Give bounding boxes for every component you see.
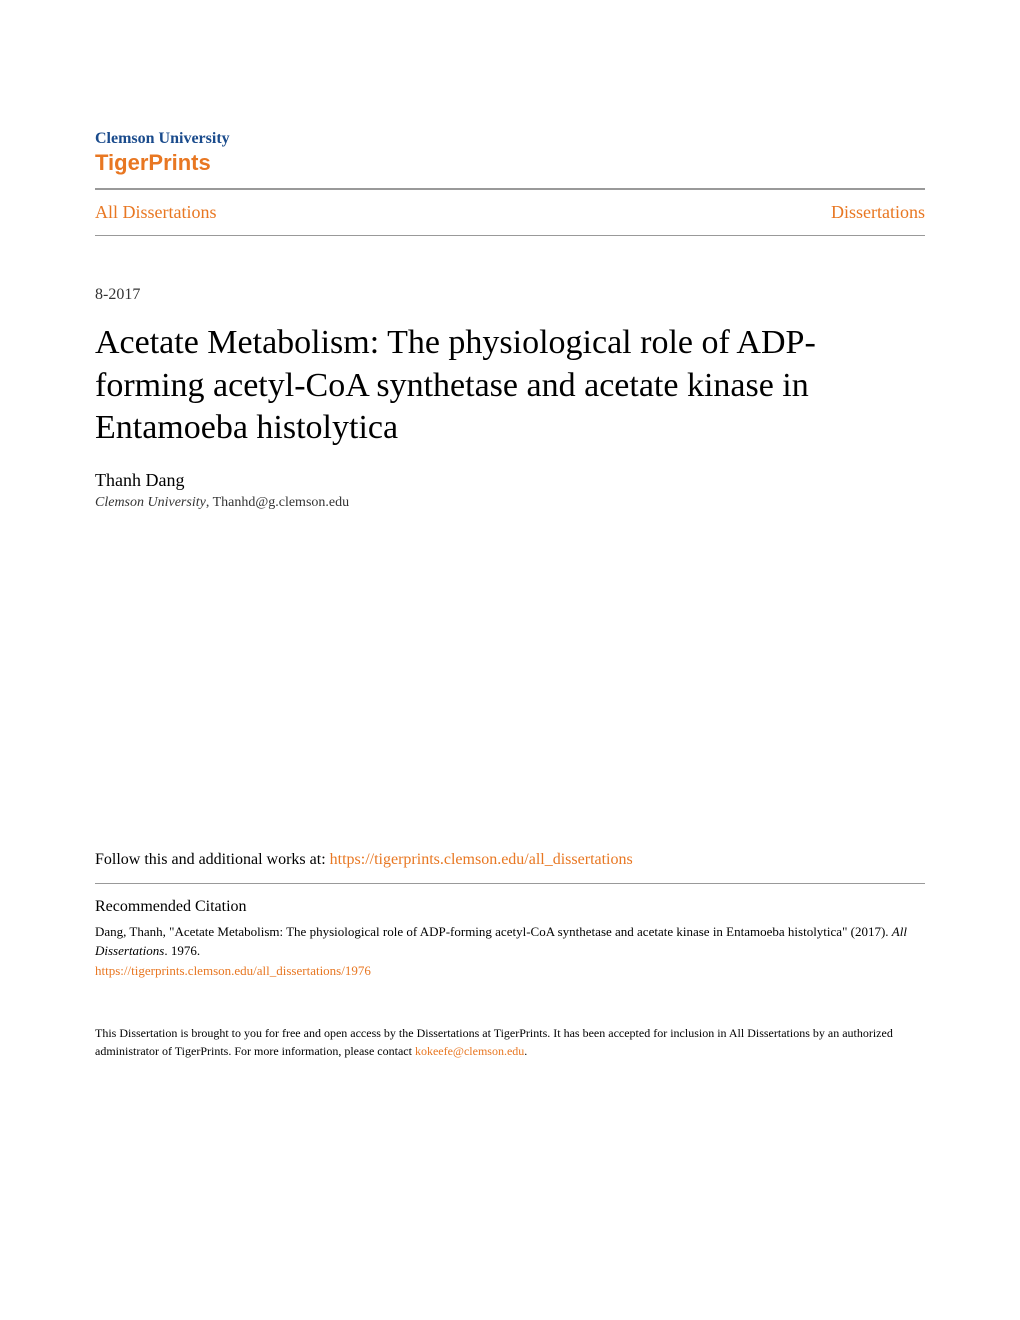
- follow-works-link[interactable]: https://tigerprints.clemson.edu/all_diss…: [330, 851, 633, 868]
- citation-url-link[interactable]: https://tigerprints.clemson.edu/all_diss…: [95, 963, 925, 979]
- footer-disclaimer: This Dissertation is brought to you for …: [95, 1024, 925, 1060]
- nav-row: All Dissertations Dissertations: [95, 190, 925, 235]
- author-email: Thanhd@g.clemson.edu: [213, 495, 350, 510]
- author-affiliation-line: Clemson University, Thanhd@g.clemson.edu: [95, 493, 925, 511]
- publication-date: 8-2017: [95, 286, 925, 304]
- citation-text-2: . 1976.: [164, 943, 200, 958]
- author-separator: ,: [206, 495, 213, 510]
- citation-text-1: Dang, Thanh, "Acetate Metabolism: The ph…: [95, 924, 892, 939]
- document-title: Acetate Metabolism: The physiological ro…: [95, 322, 925, 450]
- author-name: Thanh Dang: [95, 470, 925, 491]
- nav-dissertations-link[interactable]: Dissertations: [831, 202, 925, 223]
- footer-text-2: .: [524, 1044, 527, 1058]
- author-affiliation: Clemson University: [95, 495, 206, 510]
- divider-nav: [95, 235, 925, 236]
- divider-citation: [95, 883, 925, 884]
- citation-heading: Recommended Citation: [95, 898, 925, 916]
- header-block: Clemson University TigerPrints: [95, 130, 925, 176]
- repository-name[interactable]: TigerPrints: [95, 150, 925, 176]
- follow-prefix: Follow this and additional works at:: [95, 851, 330, 868]
- author-block: Thanh Dang Clemson University, Thanhd@g.…: [95, 470, 925, 511]
- footer-contact-link[interactable]: kokeefe@clemson.edu: [415, 1044, 524, 1058]
- university-name: Clemson University: [95, 130, 925, 148]
- citation-body: Dang, Thanh, "Acetate Metabolism: The ph…: [95, 922, 925, 961]
- nav-all-dissertations-link[interactable]: All Dissertations: [95, 202, 217, 223]
- content-spacer: [95, 511, 925, 851]
- follow-works-line: Follow this and additional works at: htt…: [95, 851, 925, 869]
